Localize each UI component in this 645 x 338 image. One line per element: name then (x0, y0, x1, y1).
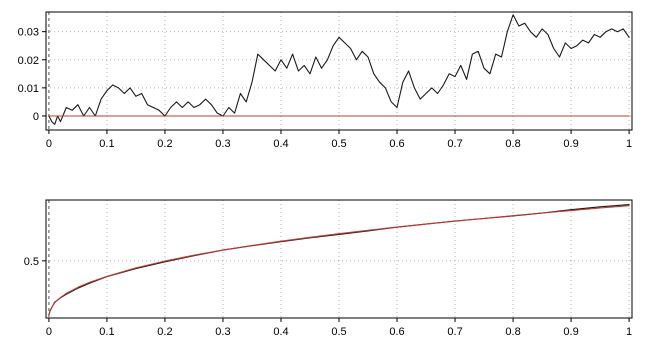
bottom-chart-x-tick-label-3: 0.3 (215, 326, 230, 338)
bottom-chart-x-tick-label-10: 1 (626, 326, 632, 338)
bottom-chart-x-tick-label-0: 0 (46, 326, 52, 338)
top-chart-x-tick-label-1: 0.1 (99, 138, 114, 150)
bottom-chart-x-tick-label-5: 0.5 (331, 326, 346, 338)
top-chart-x-tick-label-10: 1 (626, 138, 632, 150)
bottom-chart-panel: 0 0.1 0.2 0.3 0.4 0.5 0.6 0.7 0.8 0.9 1 0.5 (24, 199, 633, 338)
top-chart-y-tick-label-2: 0.02 (18, 55, 39, 67)
top-chart-x-tick-label-0: 0 (46, 138, 52, 150)
top-chart-x-tick-label-3: 0.3 (215, 138, 230, 150)
top-chart-panel: 0 0.1 0.2 0.3 0.4 0.5 0.6 0.7 0.8 0.9 1 0 0.01 0.02 0.… (18, 11, 633, 150)
bottom-chart-series-1-line (48, 205, 630, 317)
bottom-chart-x-tick-label-2: 0.2 (157, 326, 172, 338)
bottom-chart-x-tick-label-1: 0.1 (99, 326, 114, 338)
bottom-chart-x-tick-label-7: 0.7 (447, 326, 462, 338)
bottom-chart-x-tick-label-9: 0.9 (563, 326, 578, 338)
top-chart-series-0-line (48, 14, 630, 125)
top-chart-x-tick-label-8: 0.8 (505, 138, 520, 150)
bottom-chart-series-0-line (48, 204, 630, 316)
top-chart-x-tick-label-2: 0.2 (157, 138, 172, 150)
bottom-chart-x-tick-label-8: 0.8 (505, 326, 520, 338)
top-chart-y-tick-label-3: 0.03 (18, 27, 39, 39)
top-chart-y-tick-label-1: 0.01 (18, 83, 39, 95)
top-chart-y-tick-label-0: 0 (33, 111, 39, 123)
bottom-chart-x-tick-label-4: 0.4 (273, 326, 288, 338)
top-chart-x-tick-label-9: 0.9 (563, 138, 578, 150)
top-chart-x-tick-label-7: 0.7 (447, 138, 462, 150)
bottom-chart-x-tick-label-6: 0.6 (389, 326, 404, 338)
bottom-chart-y-tick-label-0: 0.5 (24, 256, 39, 268)
top-chart-x-tick-label-4: 0.4 (273, 138, 288, 150)
top-chart-x-tick-label-5: 0.5 (331, 138, 346, 150)
top-chart-x-tick-label-6: 0.6 (389, 138, 404, 150)
